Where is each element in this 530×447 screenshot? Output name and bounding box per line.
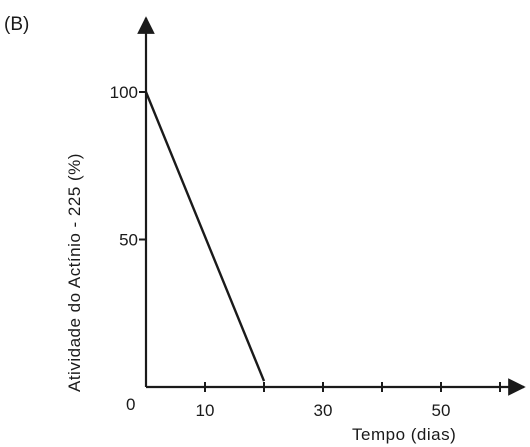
x-axis-title: Tempo (dias) (352, 425, 456, 444)
x-tick-label-50: 50 (432, 401, 451, 420)
series-line-0 (144, 91, 266, 382)
y-ticks: 50 100 (110, 83, 146, 250)
y-tick-label-50: 50 (119, 231, 138, 250)
x-ticks: 10 30 50 (196, 382, 501, 420)
x-tick-label-10: 10 (196, 401, 215, 420)
y-tick-label-100: 100 (110, 83, 138, 102)
x-origin-label: 0 (126, 395, 135, 414)
panel-label: (B) (4, 14, 29, 35)
series-group (144, 91, 266, 382)
x-tick-label-30: 30 (314, 401, 333, 420)
y-axis-title: Atividade do Actínio - 225 (%) (65, 153, 84, 392)
